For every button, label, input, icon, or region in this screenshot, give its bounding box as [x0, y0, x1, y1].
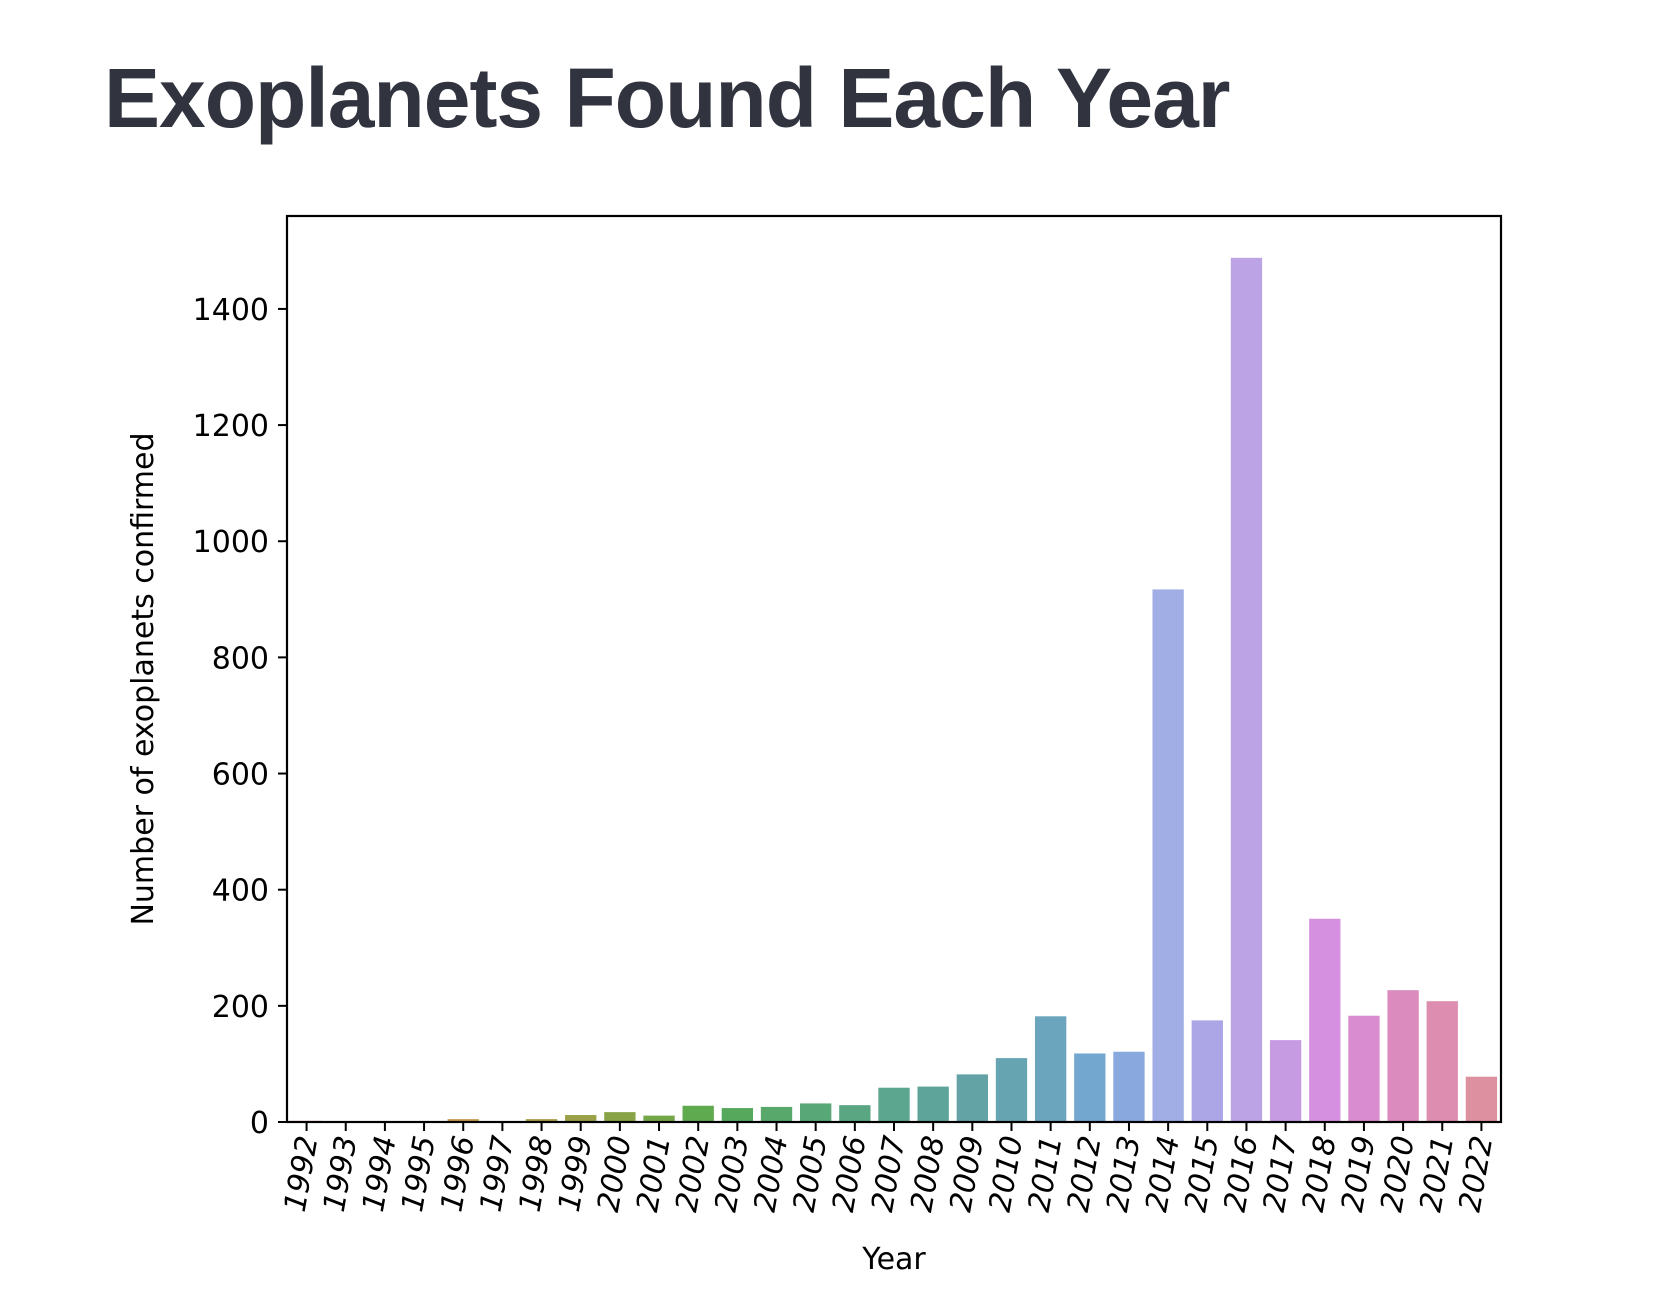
bar-2002	[682, 1105, 714, 1122]
y-tick-label-200: 200	[212, 990, 269, 1025]
bar-2011	[1034, 1016, 1067, 1122]
y-tick-label-400: 400	[212, 874, 269, 909]
bar-2004	[760, 1106, 793, 1122]
y-axis-label: Number of exoplanets confirmed	[126, 432, 161, 925]
y-tick-label-1400: 1400	[193, 293, 269, 328]
y-tick-label-800: 800	[212, 641, 269, 676]
bar-2008	[917, 1086, 949, 1122]
bar-1999	[565, 1115, 597, 1122]
bar-2003	[721, 1108, 754, 1122]
y-axis: 0 200 400 600 800 1000 1200 1400	[193, 293, 287, 1141]
bar-2018	[1309, 918, 1341, 1122]
bar-2015	[1191, 1020, 1223, 1122]
x-axis-label: Year	[861, 1242, 926, 1277]
y-tick-label-0: 0	[250, 1106, 269, 1141]
bar-2013	[1113, 1051, 1145, 1122]
bar-1998	[525, 1119, 558, 1122]
bar-2001	[643, 1115, 675, 1122]
y-tick-label-1000: 1000	[193, 525, 269, 560]
bar-2020	[1387, 990, 1419, 1122]
bar-2010	[995, 1058, 1028, 1122]
y-tick-label-600: 600	[212, 758, 269, 793]
bar-2005	[800, 1103, 832, 1122]
bar-2009	[956, 1074, 988, 1122]
page-title: Exoplanets Found Each Year	[104, 51, 1230, 145]
bar-2021	[1426, 1001, 1458, 1122]
bar-2000	[604, 1112, 636, 1122]
bar-2016	[1230, 257, 1263, 1122]
y-tick-label-1200: 1200	[193, 409, 269, 444]
bar-1996	[447, 1119, 479, 1122]
bar-2022	[1465, 1076, 1498, 1122]
bar-2014	[1152, 589, 1184, 1122]
bar-2019	[1348, 1015, 1380, 1122]
bar-2012	[1074, 1053, 1106, 1122]
bar-2007	[878, 1087, 910, 1122]
bar-2006	[839, 1105, 871, 1122]
x-axis: 1992199319941995199619971998199920002001…	[278, 1122, 1500, 1215]
bar-2017	[1269, 1040, 1302, 1122]
bars-layer	[290, 257, 1498, 1122]
